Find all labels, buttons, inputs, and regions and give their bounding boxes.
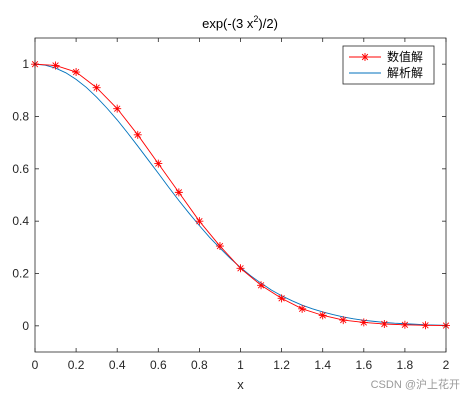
y-tick-label: 0.8 [12, 110, 29, 124]
numeric-solution-marker [257, 281, 266, 290]
x-tick-label: 1.6 [355, 358, 372, 372]
numeric-solution-marker [421, 321, 430, 330]
numeric-solution-marker [380, 320, 389, 329]
numeric-solution-marker [133, 130, 142, 139]
numeric-solution-marker [277, 294, 286, 303]
numeric-solution-marker [72, 68, 81, 77]
legend-label-analytic: 解析解 [387, 66, 423, 80]
plot-area [35, 38, 446, 352]
numeric-solution-marker [359, 318, 368, 327]
chart-title-superscript: 2 [253, 14, 258, 24]
x-tick-label: 2 [443, 358, 450, 372]
numeric-solution-marker [236, 264, 245, 273]
y-tick-label: 0.2 [12, 267, 29, 281]
x-tick-label: 0.2 [68, 358, 85, 372]
x-tick-label: 0.8 [191, 358, 208, 372]
y-tick-label: 0.4 [12, 214, 29, 228]
numeric-solution-marker [318, 311, 327, 320]
numeric-solution-marker [154, 159, 163, 168]
numeric-solution-marker [113, 104, 122, 113]
x-tick-label: 0 [32, 358, 39, 372]
x-tick-label: 1.4 [314, 358, 331, 372]
numeric-solution-marker [92, 83, 101, 92]
numeric-solution-marker [298, 304, 307, 313]
numeric-solution-marker [195, 217, 204, 226]
x-tick-label: 0.4 [109, 358, 126, 372]
watermark: CSDN @沪上花开 [370, 379, 460, 391]
numeric-solution-marker [174, 188, 183, 197]
numeric-solution-marker [215, 242, 224, 251]
x-tick-label: 1 [237, 358, 244, 372]
y-axis-ticks: 0 0.2 0.4 0.6 0.8 1 [12, 57, 446, 333]
legend-box [342, 45, 435, 85]
x-tick-label: 1.8 [397, 358, 414, 372]
numeric-solution-marker [51, 61, 60, 70]
plot-box [35, 38, 446, 352]
legend-label-numeric: 数值解 [387, 49, 423, 64]
x-tick-label: 0.6 [150, 358, 167, 372]
x-axis-label: x [237, 377, 244, 392]
chart-title-prefix: exp(-(3 x [202, 16, 254, 31]
x-tick-label: 1.2 [273, 358, 290, 372]
numeric-solution-marker [400, 320, 409, 329]
chart-title-suffix: )/2) [258, 16, 278, 31]
numeric-solution-marker [339, 316, 348, 325]
y-tick-label: 0.6 [12, 162, 29, 176]
chart-title: exp(-(3 x2)/2) [202, 14, 278, 31]
series-container [31, 60, 450, 330]
plot-frame [34, 37, 447, 353]
y-tick-label: 0 [22, 319, 29, 333]
legend-numeric-marker [361, 53, 369, 61]
x-axis-ticks: 0 0.2 0.4 0.6 0.8 1 1.2 1.4 1.6 1.8 2 [32, 38, 450, 372]
y-tick-label: 1 [22, 57, 29, 71]
